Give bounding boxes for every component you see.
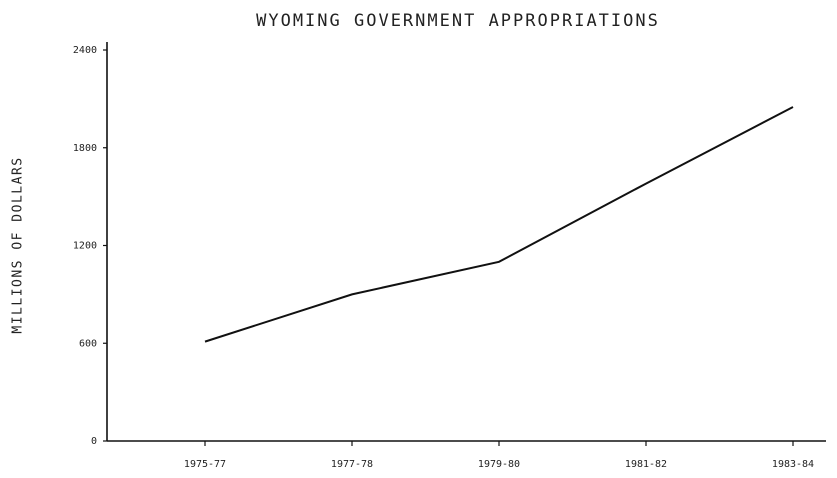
y-tick-label: 1800 — [73, 143, 97, 154]
y-tick-label: 2400 — [73, 45, 97, 56]
x-tick-label: 1983-84 — [772, 459, 814, 470]
x-tick-label: 1975-77 — [184, 459, 226, 470]
data-line — [204, 106, 794, 343]
y-tick-label: 600 — [79, 338, 97, 349]
chart-title: WYOMING GOVERNMENT APPROPRIATIONS — [256, 11, 660, 31]
x-tick-label: 1981-82 — [625, 459, 667, 470]
y-axis-label: MILLIONS OF DOLLARS — [11, 156, 26, 333]
x-tick-label: 1979-80 — [478, 459, 520, 470]
x-tick-label: 1977-78 — [331, 459, 373, 470]
y-tick-label: 1200 — [73, 241, 97, 252]
y-tick-label: 0 — [91, 436, 97, 447]
